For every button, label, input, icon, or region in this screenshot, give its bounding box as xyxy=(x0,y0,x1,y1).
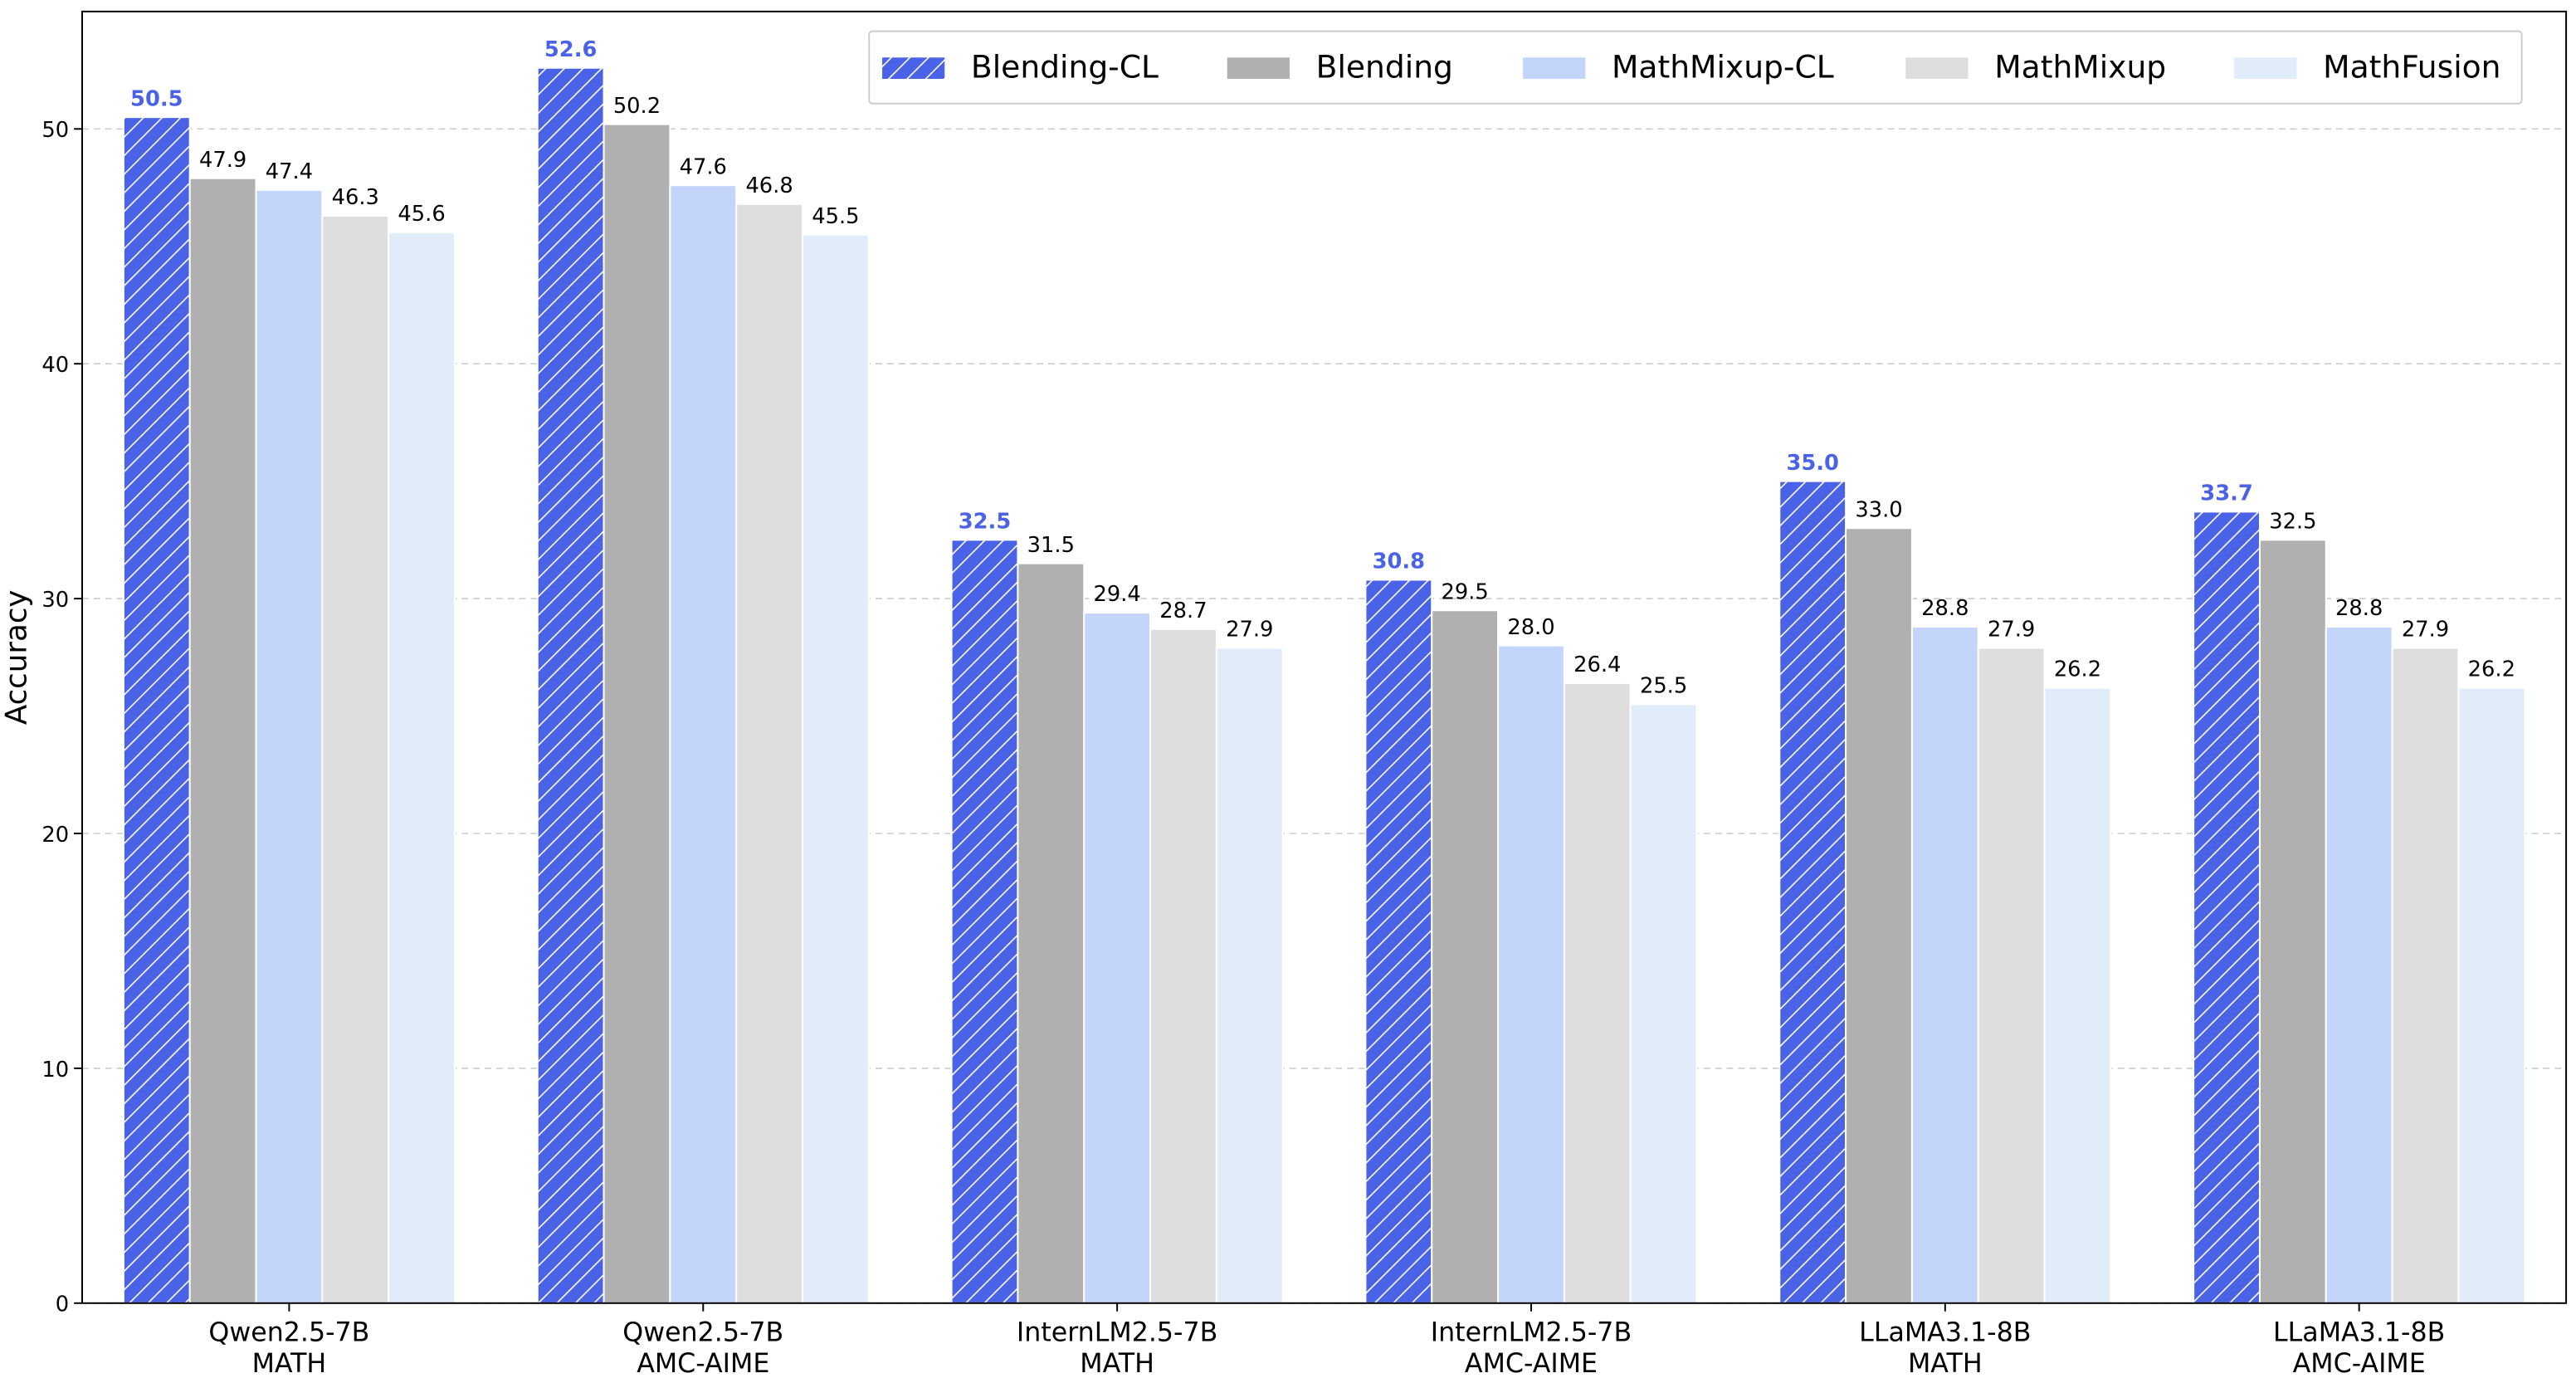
value-label: 30.8 xyxy=(1373,550,1425,574)
bar xyxy=(2391,647,2460,1304)
y-tick-label: 30 xyxy=(41,588,69,613)
bar xyxy=(1845,527,1913,1304)
bar xyxy=(255,188,324,1304)
value-label: 28.7 xyxy=(1159,599,1207,623)
legend-label: MathMixup xyxy=(1994,49,2166,86)
bar xyxy=(802,233,870,1304)
value-label: 28.8 xyxy=(2335,596,2383,621)
bar xyxy=(2193,511,2261,1304)
legend-label: MathFusion xyxy=(2323,49,2500,86)
bar xyxy=(536,66,605,1304)
value-label: 26.2 xyxy=(2468,657,2515,682)
y-axis-label: Accuracy xyxy=(0,589,34,725)
value-label: 47.9 xyxy=(199,148,246,173)
value-label: 31.5 xyxy=(1027,533,1075,558)
x-tick-label: LLaMA3.1-8B xyxy=(1859,1317,2031,1347)
y-tick-label: 0 xyxy=(56,1293,69,1317)
value-label: 28.0 xyxy=(1507,615,1554,640)
y-tick-label: 50 xyxy=(41,118,69,143)
value-label: 50.2 xyxy=(613,94,661,119)
legend-label: MathMixup-CL xyxy=(1612,49,1834,86)
value-label: 45.6 xyxy=(398,202,445,227)
x-tick-label: LLaMA3.1-8B xyxy=(2273,1317,2445,1347)
legend-swatch xyxy=(1227,57,1290,80)
bar xyxy=(388,231,456,1304)
x-tick-label: MATH xyxy=(1080,1349,1154,1379)
value-label: 32.5 xyxy=(2269,510,2316,535)
bar xyxy=(1017,562,1086,1304)
x-tick-label: AMC-AIME xyxy=(637,1349,769,1379)
value-label: 26.2 xyxy=(2054,657,2101,682)
bar xyxy=(1215,647,1284,1304)
x-tick-label: Qwen2.5-7B xyxy=(622,1317,783,1347)
bar xyxy=(188,177,257,1304)
value-label: 25.5 xyxy=(1640,674,1687,699)
value-label: 26.4 xyxy=(1573,652,1621,677)
bar xyxy=(1977,647,2046,1304)
value-label: 27.9 xyxy=(1226,618,1273,643)
legend-swatch xyxy=(2234,57,2297,80)
bar xyxy=(603,123,671,1304)
value-label: 46.8 xyxy=(745,173,793,198)
bar xyxy=(1364,579,1433,1304)
bar xyxy=(122,116,191,1304)
y-tick-label: 10 xyxy=(41,1058,69,1082)
y-tick-label: 40 xyxy=(41,353,69,378)
x-tick-label: AMC-AIME xyxy=(2293,1349,2426,1379)
bar xyxy=(735,203,803,1304)
legend-frame xyxy=(868,30,2523,105)
value-label: 29.4 xyxy=(1093,582,1140,607)
legend-swatch xyxy=(882,57,945,80)
bar xyxy=(950,539,1019,1304)
bar xyxy=(1910,626,1979,1304)
value-label: 50.5 xyxy=(130,86,183,111)
bar xyxy=(1778,480,1847,1304)
x-tick-label: AMC-AIME xyxy=(1465,1349,1598,1379)
legend-swatch xyxy=(1523,57,1586,80)
value-label: 52.6 xyxy=(544,37,597,62)
legend-label: Blending xyxy=(1316,49,1453,86)
legend: Blending-CL Blending MathMixup-CL MathMixup… xyxy=(868,30,2523,105)
bar xyxy=(321,214,390,1304)
bar xyxy=(2043,687,2112,1304)
legend-swatch xyxy=(1905,57,1969,80)
bar xyxy=(1431,609,1500,1304)
x-tick-label: InternLM2.5-7B xyxy=(1017,1317,1217,1347)
x-tick-label: MATH xyxy=(252,1349,327,1379)
bar xyxy=(2457,687,2526,1304)
value-label: 27.9 xyxy=(1988,618,2035,643)
value-label: 47.6 xyxy=(680,154,727,179)
value-label: 47.4 xyxy=(266,159,313,184)
x-tick-label: MATH xyxy=(1908,1349,1983,1379)
value-label: 28.8 xyxy=(1921,596,1969,621)
y-tick-label: 20 xyxy=(41,823,69,848)
value-label: 35.0 xyxy=(1786,451,1838,476)
bar xyxy=(1083,612,1152,1304)
bar xyxy=(2325,626,2393,1304)
bar xyxy=(669,184,738,1304)
legend-label: Blending-CL xyxy=(971,49,1159,86)
value-label: 32.5 xyxy=(959,510,1011,535)
value-label: 27.9 xyxy=(2402,618,2449,643)
value-label: 33.7 xyxy=(2200,481,2252,506)
value-label: 46.3 xyxy=(332,185,379,210)
x-tick-label: InternLM2.5-7B xyxy=(1431,1317,1632,1347)
bar xyxy=(1629,703,1698,1304)
value-label: 29.5 xyxy=(1442,579,1489,604)
value-label: 45.5 xyxy=(812,204,859,229)
value-label: 33.0 xyxy=(1855,497,1902,522)
bar xyxy=(1149,628,1217,1304)
x-tick-label: Qwen2.5-7B xyxy=(208,1317,369,1347)
bar xyxy=(1497,644,1565,1304)
bar xyxy=(2258,539,2327,1304)
bar xyxy=(1563,682,1632,1304)
plot-frame xyxy=(81,10,2568,1304)
